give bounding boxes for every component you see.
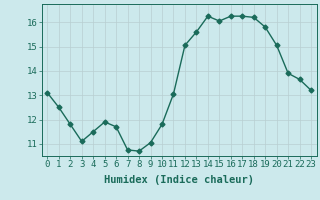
X-axis label: Humidex (Indice chaleur): Humidex (Indice chaleur) (104, 175, 254, 185)
